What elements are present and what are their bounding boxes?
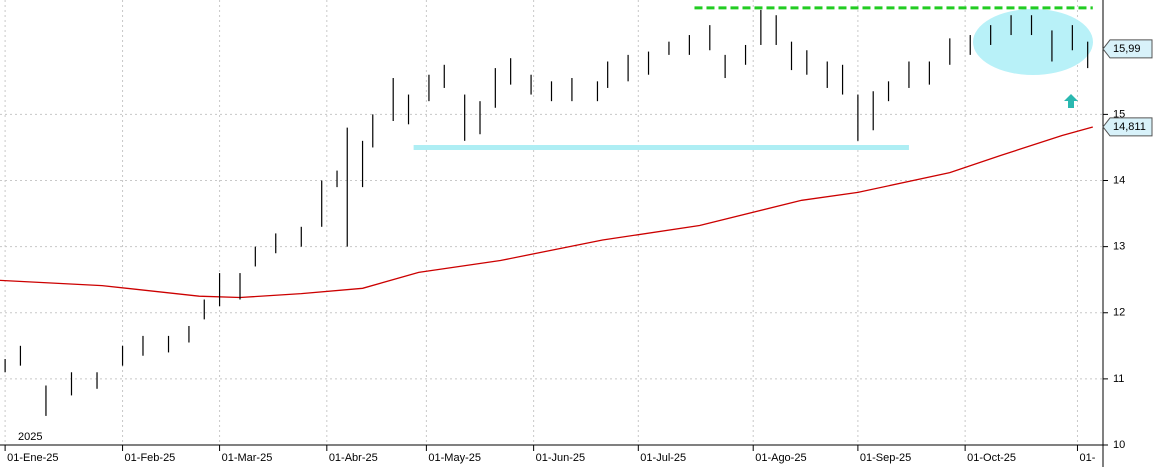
price-tag-label: 15,99: [1113, 43, 1141, 55]
year-label: 2025: [18, 431, 42, 443]
price-tag-box: [1102, 39, 1153, 59]
price-tag-box: [1102, 117, 1153, 137]
x-tick-label: 01-Sep-25: [860, 452, 911, 464]
x-tick-label: 01-Ene-25: [7, 452, 58, 464]
y-tick-label: 10: [1113, 439, 1125, 451]
x-tick-label: 01-Jun-25: [536, 452, 586, 464]
up-arrow: [1064, 94, 1078, 108]
y-tick-label: 13: [1113, 241, 1125, 253]
x-tick-label: 01-Oct-25: [967, 452, 1016, 464]
x-tick-label: 01-Ago-25: [755, 452, 806, 464]
x-tick-label: 01-Feb-25: [125, 452, 176, 464]
x-tick-label: 01-: [1079, 452, 1095, 464]
highlight-ellipse: [973, 9, 1093, 75]
x-tick-label: 01-May-25: [428, 452, 481, 464]
y-tick-label: 14: [1113, 174, 1125, 186]
price-tag-label: 14,811: [1113, 121, 1146, 133]
y-tick-label: 15: [1113, 108, 1125, 120]
x-tick-label: 01-Abr-25: [329, 452, 378, 464]
x-tick-label: 01-Mar-25: [222, 452, 273, 464]
y-tick-label: 12: [1113, 307, 1125, 319]
x-tick-label: 01-Jul-25: [640, 452, 686, 464]
y-tick-label: 11: [1113, 373, 1124, 385]
